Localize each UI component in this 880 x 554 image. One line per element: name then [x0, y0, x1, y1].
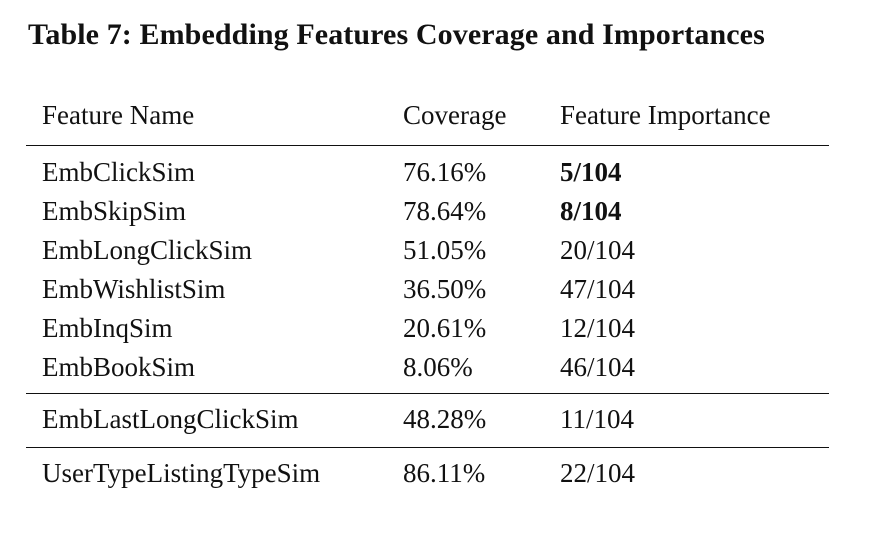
table-row: EmbLongClickSim 51.05% 20/104: [26, 231, 829, 270]
importance-cell: 22/104: [560, 458, 636, 488]
group-rule: [26, 393, 829, 394]
group-rule: [26, 447, 829, 448]
feature-name-cell: EmbLongClickSim: [42, 235, 253, 265]
coverage-cell: 36.50%: [403, 274, 487, 304]
importance-cell: 47/104: [560, 274, 636, 304]
coverage-cell: 76.16%: [403, 157, 487, 187]
coverage-cell: 51.05%: [403, 235, 487, 265]
feature-name-cell: EmbSkipSim: [42, 196, 187, 226]
feature-name-cell: EmbInqSim: [42, 313, 173, 343]
group-3: UserTypeListingTypeSim 86.11% 22/104: [26, 454, 829, 493]
importance-cell: 5/104: [560, 157, 622, 187]
table-row: UserTypeListingTypeSim 86.11% 22/104: [26, 454, 829, 493]
coverage-cell: 78.64%: [403, 196, 487, 226]
feature-name-cell: EmbBookSim: [42, 352, 196, 382]
header-rule: [26, 145, 829, 146]
importance-cell: 46/104: [560, 352, 636, 382]
group-2: EmbLastLongClickSim 48.28% 11/104: [26, 400, 829, 439]
coverage-cell: 86.11%: [403, 458, 486, 488]
feature-name-cell: UserTypeListingTypeSim: [42, 458, 321, 488]
coverage-cell: 20.61%: [403, 313, 487, 343]
table-row: EmbSkipSim 78.64% 8/104: [26, 192, 829, 231]
group-1: EmbClickSim 76.16% 5/104 EmbSkipSim 78.6…: [26, 153, 829, 387]
header-coverage: Coverage: [403, 100, 507, 130]
header-feature-importance: Feature Importance: [560, 100, 771, 130]
importance-cell: 12/104: [560, 313, 636, 343]
importance-cell: 20/104: [560, 235, 636, 265]
table-header-row: Feature Name Coverage Feature Importance: [26, 96, 829, 135]
header-feature-name: Feature Name: [42, 100, 195, 130]
table-row: EmbClickSim 76.16% 5/104: [26, 153, 829, 192]
table-row: EmbLastLongClickSim 48.28% 11/104: [26, 400, 829, 439]
table-row: EmbInqSim 20.61% 12/104: [26, 309, 829, 348]
table-caption: Table 7: Embedding Features Coverage and…: [28, 18, 765, 51]
importance-cell: 8/104: [560, 196, 622, 226]
importance-cell: 11/104: [560, 404, 634, 434]
coverage-cell: 8.06%: [403, 352, 473, 382]
table-row: EmbBookSim 8.06% 46/104: [26, 348, 829, 387]
table-row: EmbWishlistSim 36.50% 47/104: [26, 270, 829, 309]
feature-name-cell: EmbLastLongClickSim: [42, 404, 299, 434]
feature-name-cell: EmbWishlistSim: [42, 274, 226, 304]
feature-name-cell: EmbClickSim: [42, 157, 196, 187]
coverage-cell: 48.28%: [403, 404, 487, 434]
